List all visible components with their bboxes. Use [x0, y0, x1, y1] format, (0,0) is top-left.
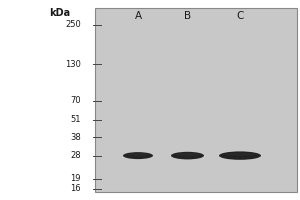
- Text: 130: 130: [65, 60, 81, 69]
- Bar: [191, 96, 200, 104]
- Bar: [136, 46, 255, 154]
- Bar: [132, 42, 260, 158]
- Bar: [128, 38, 264, 162]
- Ellipse shape: [123, 152, 153, 159]
- Bar: [150, 59, 241, 141]
- Bar: [123, 34, 269, 166]
- Ellipse shape: [219, 151, 261, 160]
- Ellipse shape: [128, 154, 148, 156]
- Text: A: A: [134, 11, 142, 21]
- Text: 51: 51: [70, 115, 81, 124]
- Ellipse shape: [225, 153, 255, 156]
- Text: 38: 38: [70, 133, 81, 142]
- Bar: [155, 63, 237, 137]
- Text: 19: 19: [70, 174, 81, 183]
- Text: 70: 70: [70, 96, 81, 105]
- Bar: [178, 83, 214, 117]
- Text: 28: 28: [70, 151, 81, 160]
- Bar: [109, 21, 282, 179]
- Bar: [187, 92, 205, 108]
- Bar: [94, 8, 297, 192]
- Ellipse shape: [176, 153, 199, 156]
- Bar: [118, 30, 273, 170]
- Bar: [159, 67, 232, 133]
- Text: B: B: [184, 11, 191, 21]
- Bar: [164, 71, 228, 129]
- Text: kDa: kDa: [50, 8, 70, 18]
- Text: 16: 16: [70, 184, 81, 193]
- Bar: [173, 79, 218, 121]
- Bar: [114, 25, 278, 175]
- Text: 250: 250: [65, 20, 81, 29]
- Bar: [146, 54, 246, 146]
- Bar: [105, 17, 287, 183]
- Text: C: C: [236, 11, 244, 21]
- Ellipse shape: [171, 152, 204, 159]
- Bar: [141, 50, 250, 150]
- Bar: [168, 75, 223, 125]
- Bar: [182, 88, 209, 112]
